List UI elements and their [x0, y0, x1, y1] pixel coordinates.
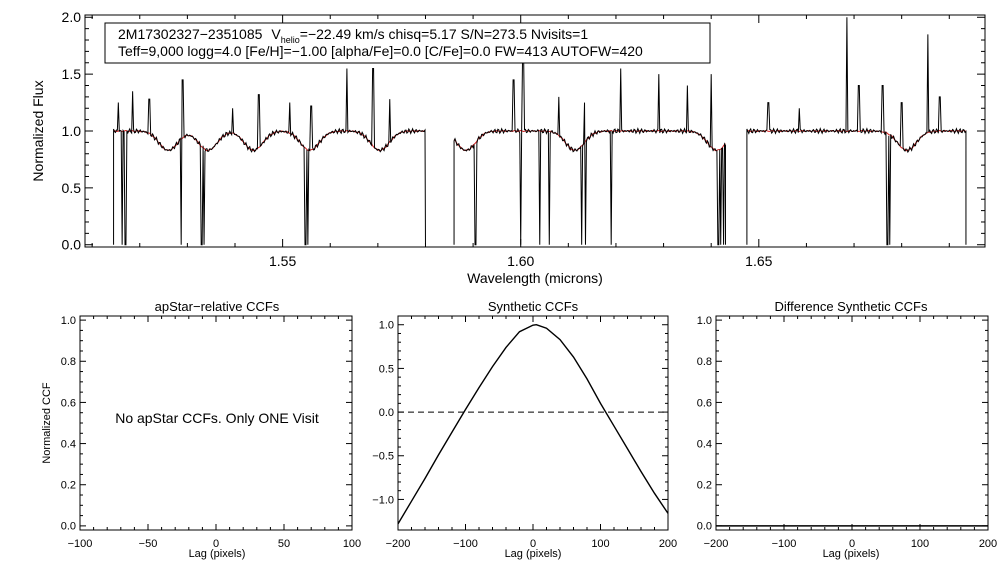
apstar-ccf-title: apStar−relative CCFs — [155, 299, 280, 314]
vhelio-label: V — [271, 26, 281, 42]
observed-spectrum-line — [453, 50, 726, 246]
y-tick-label: 0.5 — [379, 363, 394, 375]
x-tick-label: −100 — [68, 538, 93, 550]
x-tick-label: 1.55 — [269, 253, 296, 269]
y-tick-label: −1.0 — [372, 494, 394, 506]
y-tick-label: 0.0 — [61, 521, 76, 533]
vhelio-subscript: helio — [281, 35, 300, 45]
spectrum-y-ticks: 0.0 0.5 1.0 1.5 2.0 — [62, 9, 985, 253]
x-tick-label: 1.60 — [507, 253, 534, 269]
y-tick-label: 1.0 — [379, 320, 394, 332]
x-tick-label: 0 — [213, 538, 219, 550]
difference-ccf-y-ticks: 0.0 0.2 0.4 0.6 0.8 1.0 — [697, 315, 988, 533]
y-tick-label: 0.0 — [379, 407, 394, 419]
y-tick-label: 0.6 — [61, 397, 76, 409]
y-tick-label: 0.8 — [61, 356, 76, 368]
spectrum-x-ticks: 1.55 1.60 1.65 — [91, 15, 950, 269]
y-tick-label: 1.0 — [61, 315, 76, 327]
synthetic-ccf-title: Synthetic CCFs — [488, 299, 579, 314]
x-tick-label: 50 — [278, 538, 290, 550]
x-tick-label: −200 — [386, 538, 411, 550]
synthetic-spectrum-line — [453, 130, 726, 152]
ccf-y-label: Normalized CCF — [41, 382, 53, 464]
spectrum-plot-area — [113, 17, 967, 246]
apstar-ccf-message: No apStar CCFs. Only ONE Visit — [115, 410, 319, 426]
y-tick-label: 0.5 — [62, 180, 82, 196]
difference-ccf-x-label: Lag (pixels) — [823, 548, 880, 560]
synthetic-ccf-panel: Synthetic CCFs −200 −100 0 100 200 −1.0 −0.5 0… — [372, 299, 677, 560]
x-tick-label: 100 — [911, 538, 929, 550]
synthetic-ccf-y-ticks: −1.0 −0.5 0.0 0.5 1.0 — [372, 320, 668, 506]
x-tick-label: 0 — [849, 538, 855, 550]
vhelio-values: =−22.49 km/s chisq=5.17 S/N=273.5 Nvisit… — [300, 26, 589, 42]
y-tick-label: 1.5 — [62, 66, 82, 82]
apstar-ccf-panel: apStar−relative CCFs −100 −50 0 50 100 0.00.… — [41, 299, 361, 560]
y-tick-label: 0.6 — [697, 397, 712, 409]
y-tick-label: 1.0 — [697, 315, 712, 327]
observed-spectrum-line — [746, 17, 967, 246]
synthetic-spectrum-line — [746, 130, 967, 152]
difference-ccf-x-ticks: −200 −100 0 100 200 — [704, 316, 997, 550]
info-line-2: Teff=9,000 logg=4.0 [Fe/H]=−1.00 [alpha/… — [118, 43, 643, 59]
x-tick-label: 1.65 — [745, 253, 772, 269]
y-tick-label: −0.5 — [372, 451, 394, 463]
star-id: 2M17302327−2351085 — [118, 26, 263, 42]
x-tick-label: 100 — [343, 538, 361, 550]
spectrum-x-label: Wavelength (microns) — [467, 270, 603, 286]
x-tick-label: 100 — [591, 538, 609, 550]
apstar-ccf-x-ticks: −100 −50 0 50 100 — [68, 316, 361, 550]
y-tick-label: 0.2 — [697, 480, 712, 492]
x-tick-label: 200 — [979, 538, 997, 550]
x-tick-label: −200 — [704, 538, 729, 550]
observed-spectrum-line — [113, 67, 426, 246]
y-tick-label: 0.0 — [62, 237, 82, 253]
synthetic-ccf-axes-frame — [397, 315, 669, 531]
y-tick-label: 0.0 — [697, 521, 712, 533]
y-tick-label: 1.0 — [62, 123, 82, 139]
synthetic-ccf-x-ticks: −200 −100 0 100 200 — [386, 316, 677, 550]
apstar-ccf-x-label: Lag (pixels) — [189, 548, 246, 560]
x-tick-label: −100 — [453, 538, 478, 550]
synthetic-ccf-curve — [397, 324, 669, 525]
difference-ccf-axes-frame — [715, 315, 989, 531]
x-tick-label: −100 — [772, 538, 797, 550]
difference-ccf-panel: Difference Synthetic CCFs −200 −100 0 100 20… — [697, 299, 997, 560]
difference-ccf-title: Difference Synthetic CCFs — [775, 299, 928, 314]
x-tick-label: −50 — [139, 538, 158, 550]
synthetic-ccf-plot-area — [397, 324, 669, 525]
x-tick-label: 200 — [659, 538, 677, 550]
y-tick-label: 0.4 — [697, 438, 712, 450]
y-tick-label: 0.8 — [697, 356, 712, 368]
y-tick-label: 2.0 — [62, 9, 82, 25]
x-tick-label: 0 — [530, 538, 536, 550]
info-box — [104, 22, 711, 64]
spectrum-y-label: Normalized Flux — [30, 80, 46, 181]
y-tick-label: 0.2 — [61, 480, 76, 492]
synthetic-ccf-x-label: Lag (pixels) — [505, 548, 562, 560]
spectrum-panel: 1.55 1.60 1.65 0.0 0.5 1.0 1.5 2.0 Wavelength … — [30, 9, 986, 286]
info-line-1: 2M17302327−2351085 Vhelio=−22.49 km/s chi… — [118, 26, 588, 45]
y-tick-label: 0.4 — [61, 438, 76, 450]
apstar-ccf-y-ticks: 0.0 0.2 0.4 0.6 0.8 1.0 — [61, 315, 352, 533]
